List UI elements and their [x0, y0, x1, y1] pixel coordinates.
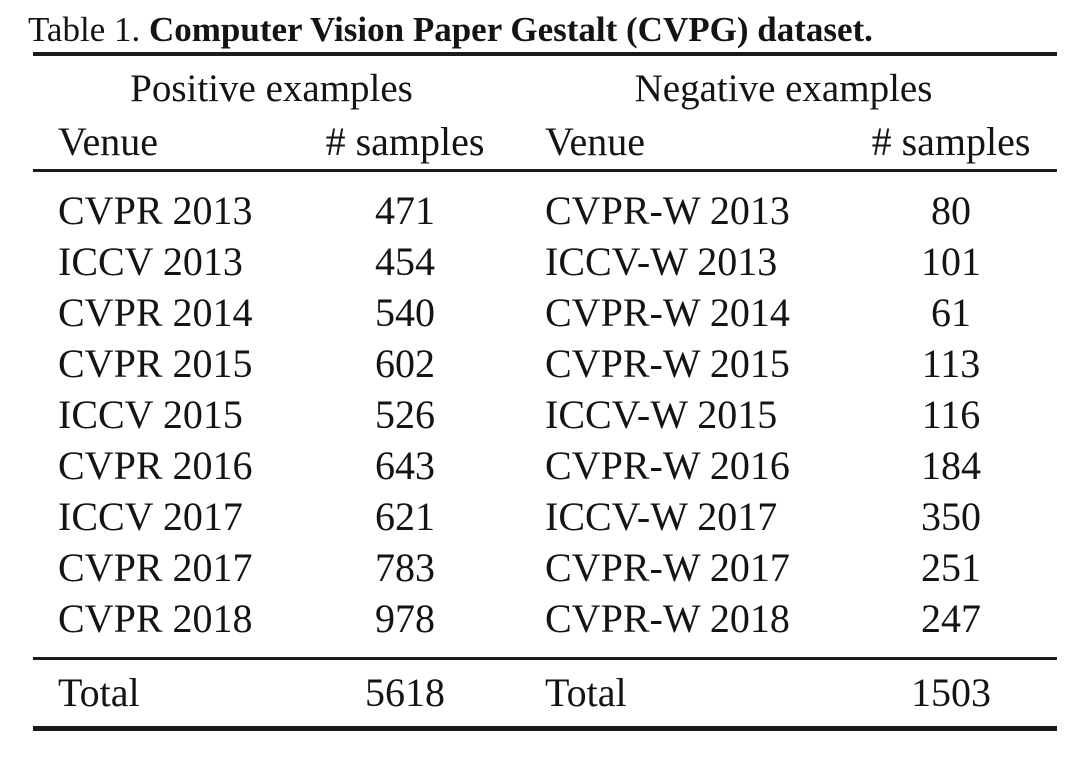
table-row: ICCV 2015 526 ICCV-W 2015 116 [33, 389, 1057, 440]
table-body: CVPR 2013 471 CVPR-W 2013 80 ICCV 2013 4… [33, 170, 1057, 658]
table-caption: Table 1. Computer Vision Paper Gestalt (… [28, 10, 1078, 50]
total-row: Total 5618 Total 1503 [33, 656, 1058, 731]
cell-pos-samples: 978 [375, 595, 435, 641]
table-row: CVPR 2017 783 CVPR-W 2017 251 [33, 542, 1057, 593]
cell-neg-venue: CVPR-W 2018 [545, 595, 790, 641]
cell-neg-venue: CVPR-W 2014 [545, 290, 790, 335]
table-row: ICCV 2017 621 ICCV-W 2017 350 [33, 491, 1057, 542]
total-value-negative: 1503 [845, 656, 1058, 731]
cell-neg-samples: 113 [921, 341, 981, 386]
table-row: ICCV 2013 454 ICCV-W 2013 101 [33, 236, 1057, 287]
table-caption-label: Table 1. [28, 10, 141, 49]
group-header-positive: Positive examples [130, 67, 413, 110]
cell-pos-venue: CVPR 2016 [58, 443, 253, 488]
total-label-negative: Total [510, 656, 845, 731]
total-label-positive: Total [33, 656, 300, 731]
cell-pos-venue: ICCV 2013 [58, 239, 243, 284]
table-header: Positive examples Negative examples Venu… [33, 54, 1058, 172]
group-header-row: Positive examples Negative examples [33, 54, 1057, 114]
cell-neg-samples: 184 [921, 443, 981, 488]
cell-neg-venue: ICCV-W 2017 [545, 494, 778, 539]
cell-pos-venue: ICCV 2015 [58, 392, 243, 437]
cell-pos-samples: 454 [375, 239, 435, 284]
column-header-samples-negative: # samples [845, 114, 1058, 172]
table-row: CVPR 2016 643 CVPR-W 2016 184 [33, 440, 1057, 491]
column-header-venue-positive: Venue [33, 114, 300, 172]
table-footer: Total 5618 Total 1503 [33, 656, 1058, 731]
cell-pos-samples: 621 [375, 494, 435, 539]
cell-pos-samples: 540 [375, 290, 435, 335]
cell-neg-samples: 80 [931, 188, 971, 234]
cvpg-dataset-table: Positive examples Negative examples Venu… [33, 52, 1058, 731]
cell-neg-samples: 61 [931, 290, 971, 335]
cell-pos-venue: CVPR 2018 [58, 595, 253, 641]
cell-pos-venue: ICCV 2017 [58, 494, 243, 539]
cell-neg-samples: 350 [921, 494, 981, 539]
column-header-row: Venue # samples Venue # samples [33, 114, 1058, 172]
group-header-negative: Negative examples [634, 67, 933, 110]
column-header-venue-negative: Venue [510, 114, 845, 172]
paper-table-figure: Table 1. Computer Vision Paper Gestalt (… [0, 10, 1078, 731]
table-row: CVPR 2015 602 CVPR-W 2015 113 [33, 338, 1057, 389]
cell-neg-samples: 251 [921, 545, 981, 590]
table-row: CVPR 2013 471 CVPR-W 2013 80 [33, 170, 1057, 236]
cell-pos-venue: CVPR 2014 [58, 290, 253, 335]
cell-pos-samples: 471 [375, 188, 435, 234]
column-header-samples-positive: # samples [300, 114, 510, 172]
cell-neg-samples: 116 [921, 392, 981, 437]
cell-pos-samples: 602 [375, 341, 435, 386]
cell-neg-samples: 101 [921, 239, 981, 284]
cell-neg-venue: ICCV-W 2013 [545, 239, 778, 284]
cell-neg-venue: CVPR-W 2016 [545, 443, 790, 488]
cell-pos-venue: CVPR 2013 [58, 188, 253, 234]
table-caption-title: Computer Vision Paper Gestalt (CVPG) dat… [148, 10, 873, 49]
cell-neg-venue: CVPR-W 2013 [545, 188, 790, 234]
cell-neg-venue: ICCV-W 2015 [545, 392, 778, 437]
cell-pos-samples: 526 [375, 392, 435, 437]
cell-neg-venue: CVPR-W 2017 [545, 545, 790, 590]
total-value-positive: 5618 [300, 656, 510, 731]
cell-neg-venue: CVPR-W 2015 [545, 341, 790, 386]
cell-pos-samples: 643 [375, 443, 435, 488]
cell-pos-venue: CVPR 2017 [58, 545, 253, 590]
cell-pos-venue: CVPR 2015 [58, 341, 253, 386]
table-row: CVPR 2014 540 CVPR-W 2014 61 [33, 287, 1057, 338]
cell-neg-samples: 247 [921, 595, 981, 641]
cell-pos-samples: 783 [375, 545, 435, 590]
table-row: CVPR 2018 978 CVPR-W 2018 247 [33, 593, 1057, 658]
